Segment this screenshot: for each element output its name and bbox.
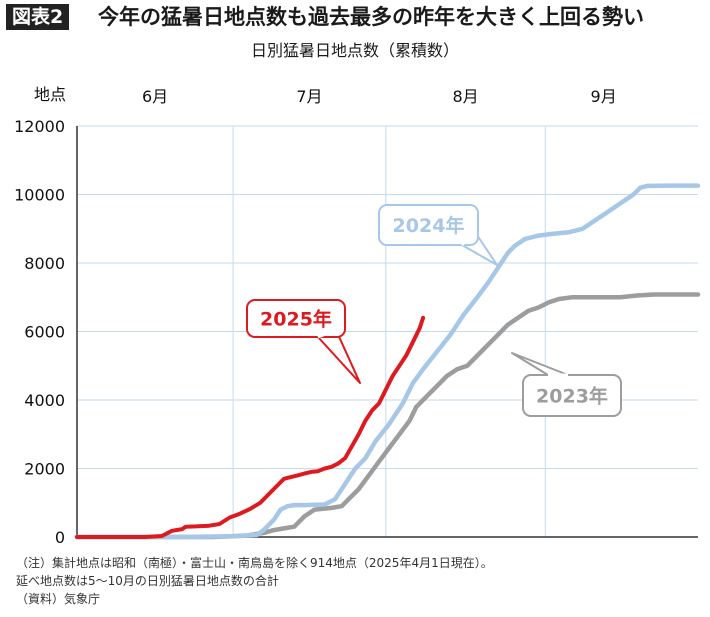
footnote-period: 延べ地点数は5〜10月の日別猛暑日地点数の合計 xyxy=(16,574,279,588)
cumulative-chart: 0 2000 4000 6000 8000 10000 12000 地点 6月 7月 8月 9月 202… xyxy=(14,85,701,547)
figure-label: 図表2 xyxy=(6,4,70,30)
footnotes: （注）集計地点は昭和（南極）・富士山・南鳥島を除く914地点（2025年4月1日… xyxy=(16,554,493,608)
y-tick-label: 6000 xyxy=(24,323,65,342)
callout-box-2025 xyxy=(246,299,346,338)
callout-box-2024 xyxy=(378,204,479,246)
series-label-2024: 2024年 xyxy=(393,214,465,237)
month-label: 9月 xyxy=(591,87,617,106)
callout-pointer-2023 xyxy=(511,352,569,376)
series-line-2023 xyxy=(74,292,701,540)
callout-seam-2024 xyxy=(460,230,477,247)
y-tick-label: 2000 xyxy=(24,460,65,479)
callout-pointer-2025 xyxy=(317,329,361,384)
y-tick-label: 8000 xyxy=(24,254,65,273)
series-label-2025: 2025年 xyxy=(260,308,332,331)
series-line-2025 xyxy=(75,315,426,539)
y-axis-label: 地点 xyxy=(34,85,66,104)
month-label: 6月 xyxy=(142,87,168,106)
y-tick-label: 4000 xyxy=(24,391,65,410)
y-tick-label: 0 xyxy=(55,528,65,547)
month-label: 8月 xyxy=(452,87,478,106)
callout-seam-2025 xyxy=(317,328,337,339)
month-label: 7月 xyxy=(296,87,322,106)
headline: 今年の猛暑日地点数も過去最多の昨年を大きく上回る勢い xyxy=(98,5,644,29)
y-tick-label: 10000 xyxy=(14,186,65,205)
footnote-scope: （注）集計地点は昭和（南極）・富士山・南鳥島を除く914地点（2025年4月1日… xyxy=(16,556,493,570)
callout-box-2023 xyxy=(522,374,622,417)
chart-title: 日別猛暑日地点数（累積数） xyxy=(250,41,459,60)
y-tick-label: 12000 xyxy=(14,117,65,136)
series-label-2023: 2023年 xyxy=(536,385,608,408)
footnote-source: （資料）気象庁 xyxy=(16,592,101,606)
series-line-2024 xyxy=(74,183,701,540)
figure-header: 図表2 今年の猛暑日地点数も過去最多の昨年を大きく上回る勢い xyxy=(0,0,710,34)
